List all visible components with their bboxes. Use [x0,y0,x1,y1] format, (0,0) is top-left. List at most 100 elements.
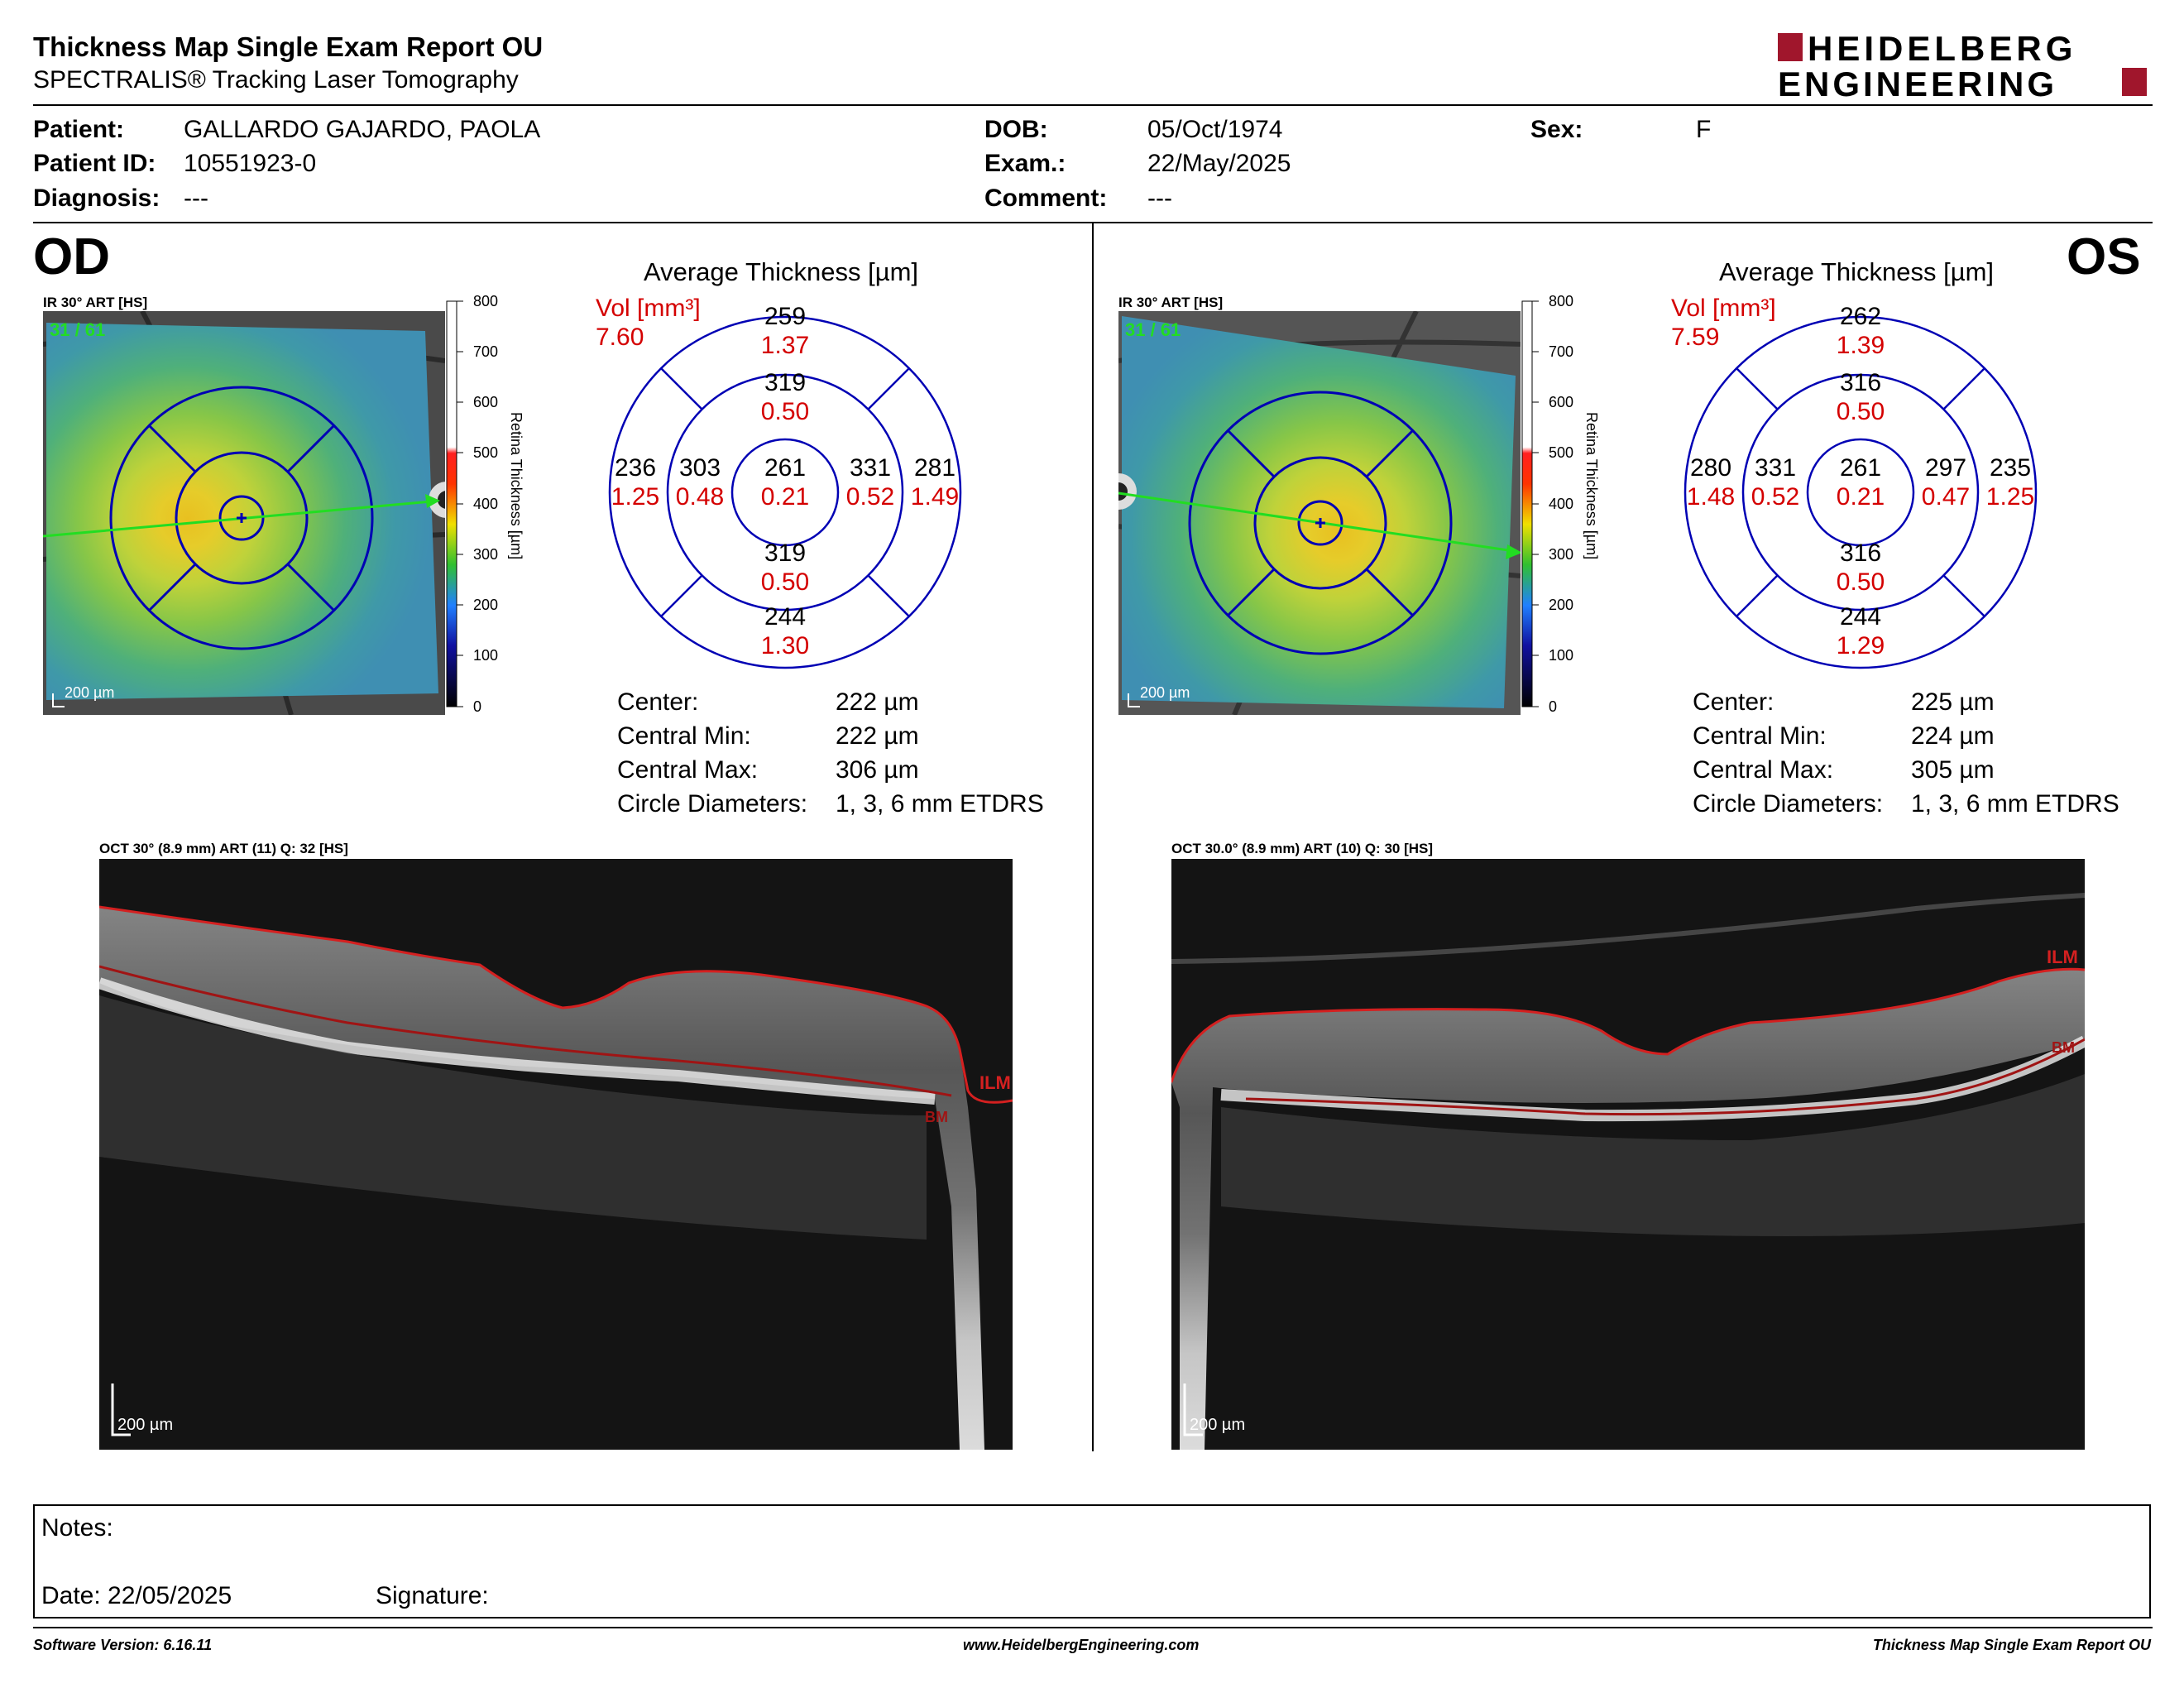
svg-text:259: 259 [764,303,806,330]
svg-text:600: 600 [473,394,498,410]
exam-date: 22/May/2025 [1147,150,1291,177]
svg-text:1.49: 1.49 [911,483,959,511]
svg-text:297: 297 [1925,454,1966,482]
svg-text:7.60: 7.60 [596,324,644,351]
comment-value: --- [1147,185,1172,212]
patient-id: 10551923-0 [184,150,317,177]
od-thickness-scale: 800 700 600 500 400 300 200 100 0 Retina… [443,293,526,723]
svg-text:200 µm: 200 µm [65,684,114,701]
svg-text:HEIDELBERG: HEIDELBERG [1808,30,2076,68]
sex-value: F [1696,116,1712,143]
os-stat-max-label: Central Max: [1693,756,1834,784]
os-avg-thickness-title: Average Thickness [µm] [1719,257,1995,286]
notes-box: Notes: Date: 22/05/2025 Signature: [33,1504,2151,1618]
od-stat-max-value: 306 µm [836,756,919,784]
os-stat-min-label: Central Min: [1693,722,1827,750]
os-oct-scan: ILM BM 200 µm [1170,859,2088,1450]
svg-text:0.48: 0.48 [676,483,724,511]
svg-text:500: 500 [1549,444,1573,461]
svg-text:300: 300 [1549,546,1573,563]
diagnosis-label: Diagnosis: [33,185,160,212]
os-stat-min-value: 224 µm [1911,722,1995,750]
svg-text:300: 300 [473,546,498,563]
svg-text:0: 0 [1549,698,1557,715]
os-etdrs-chart: Vol [mm³] 7.59 262 1.39 316 0.50 261 0.2… [1660,290,2148,679]
svg-text:244: 244 [764,603,806,631]
od-fundus-image: 31 / 61 200 µm [42,309,465,716]
svg-text:200: 200 [1549,597,1573,613]
od-oct-scan: ILM BM 200 µm [97,859,1013,1450]
svg-text:ILM: ILM [2047,947,2078,967]
svg-text:261: 261 [764,454,806,482]
svg-text:BM: BM [2052,1039,2075,1056]
svg-text:1.30: 1.30 [761,632,809,659]
svg-text:331: 331 [850,454,891,482]
os-stat-center-label: Center: [1693,688,1774,716]
svg-text:1.48: 1.48 [1687,483,1735,511]
svg-text:319: 319 [764,369,806,396]
footer-report-name: Thickness Map Single Exam Report OU [1872,1637,2151,1653]
svg-text:400: 400 [1549,496,1573,512]
notes-label: Notes: [41,1514,113,1542]
date-label: Date: 22/05/2025 [41,1582,232,1609]
svg-text:236: 236 [615,454,656,482]
os-stat-diam-value: 1, 3, 6 mm ETDRS [1911,790,2119,818]
svg-text:262: 262 [1840,303,1881,330]
os-stat-center-value: 225 µm [1911,688,1995,716]
svg-text:244: 244 [1840,603,1881,631]
svg-text:1.25: 1.25 [611,483,659,511]
svg-text:235: 235 [1990,454,2031,482]
patient-id-label: Patient ID: [33,150,156,177]
svg-text:700: 700 [473,343,498,360]
svg-text:316: 316 [1840,369,1881,396]
svg-text:ILM: ILM [979,1072,1011,1093]
svg-text:0.50: 0.50 [1837,568,1885,596]
dob-label: DOB: [984,116,1048,143]
svg-text:281: 281 [914,454,956,482]
svg-text:316: 316 [1840,539,1881,567]
od-stat-center-value: 222 µm [836,688,919,716]
patient-name: GALLARDO GAJARDO, PAOLA [184,116,541,143]
svg-text:0.50: 0.50 [761,568,809,596]
svg-text:200 µm: 200 µm [117,1416,173,1434]
os-fundus-image: 31 / 61 200 µm [1100,309,1522,717]
svg-text:31 / 61: 31 / 61 [50,319,105,340]
svg-text:100: 100 [1549,647,1573,664]
os-oct-label: OCT 30.0° (8.9 mm) ART (10) Q: 30 [HS] [1171,841,1434,856]
svg-text:1.25: 1.25 [1986,483,2034,511]
svg-text:200 µm: 200 µm [1140,684,1190,701]
signature-label: Signature: [376,1582,489,1609]
sex-label: Sex: [1530,116,1583,143]
svg-text:Retina Thickness [µm]: Retina Thickness [µm] [1583,412,1600,559]
svg-text:319: 319 [764,539,806,567]
svg-text:0.21: 0.21 [761,483,809,511]
diagnosis-value: --- [184,185,208,212]
svg-text:Vol [mm³]: Vol [mm³] [1671,295,1776,322]
svg-text:280: 280 [1690,454,1731,482]
svg-text:Retina Thickness [µm]: Retina Thickness [µm] [508,412,524,559]
svg-text:0.21: 0.21 [1837,483,1885,511]
report-subtitle: SPECTRALIS® Tracking Laser Tomography [33,66,519,94]
od-avg-thickness-title: Average Thickness [µm] [644,257,919,286]
svg-text:1.37: 1.37 [761,332,809,359]
svg-text:Vol [mm³]: Vol [mm³] [596,295,701,322]
svg-text:800: 800 [1549,293,1573,309]
od-etdrs-chart: Vol [mm³] 7.60 259 1.37 319 0.50 261 0.2… [584,290,1072,679]
eye-label-os: OS [2067,228,2141,285]
svg-text:303: 303 [679,454,721,482]
patient-label: Patient: [33,116,125,143]
svg-text:500: 500 [473,444,498,461]
footer-website-link[interactable]: www.HeidelbergEngineering.com [963,1637,1200,1653]
svg-text:1.29: 1.29 [1837,632,1885,659]
od-fundus-label: IR 30° ART [HS] [43,295,148,310]
svg-text:700: 700 [1549,343,1573,360]
heidelberg-logo: HEIDELBERG ENGINEERING [1774,29,2155,103]
svg-text:7.59: 7.59 [1671,324,1719,351]
svg-text:200: 200 [473,597,498,613]
os-stat-diam-label: Circle Diameters: [1693,790,1884,818]
svg-text:ENGINEERING: ENGINEERING [1778,65,2057,101]
svg-text:0.50: 0.50 [761,398,809,425]
svg-text:0.52: 0.52 [1751,483,1799,511]
svg-text:800: 800 [473,293,498,309]
eye-label-od: OD [33,228,110,285]
